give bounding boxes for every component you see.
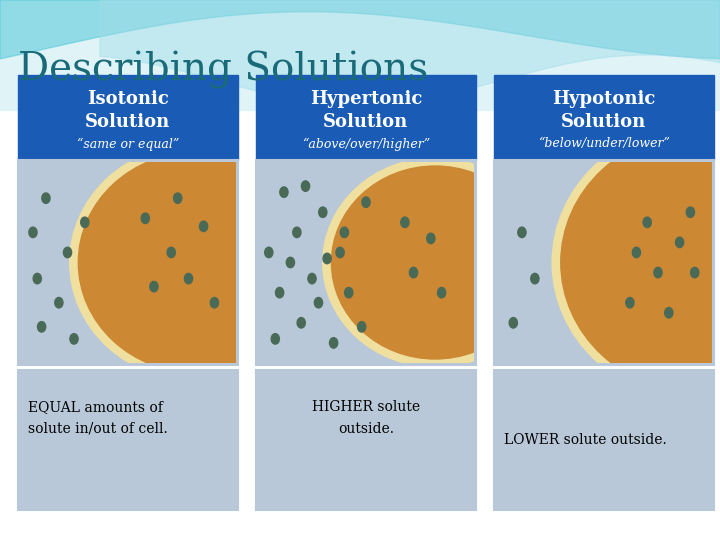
Ellipse shape [70,334,78,344]
Circle shape [70,144,325,381]
Ellipse shape [308,273,316,284]
Ellipse shape [518,227,526,238]
Ellipse shape [323,253,331,264]
Ellipse shape [55,298,63,308]
Ellipse shape [42,193,50,204]
Circle shape [331,166,539,359]
Polygon shape [100,0,720,105]
Ellipse shape [315,298,323,308]
Bar [0,0,720,110]
Bar [18,370,238,510]
Ellipse shape [287,257,294,268]
Text: Solution: Solution [562,113,647,131]
Circle shape [78,152,316,373]
Ellipse shape [293,227,301,238]
Bar [494,75,714,160]
Ellipse shape [319,207,327,218]
Ellipse shape [643,217,652,227]
Ellipse shape [29,227,37,238]
Text: Hypertonic: Hypertonic [310,90,422,108]
Text: solute in/out of cell.: solute in/out of cell. [28,422,168,436]
Text: Solution: Solution [323,113,409,131]
Bar [256,370,476,510]
Ellipse shape [199,221,207,232]
Ellipse shape [341,227,348,238]
Text: Solution: Solution [86,113,171,131]
Text: outside.: outside. [338,422,394,436]
Ellipse shape [336,247,344,258]
Ellipse shape [427,233,435,244]
Ellipse shape [330,338,338,348]
Ellipse shape [280,187,288,198]
Ellipse shape [167,247,175,258]
Circle shape [561,132,720,393]
Ellipse shape [271,334,279,344]
Bar [18,160,238,365]
Ellipse shape [410,267,418,278]
Circle shape [323,158,547,367]
Text: “above/over/higher”: “above/over/higher” [302,137,430,151]
Ellipse shape [362,197,370,207]
Ellipse shape [690,267,699,278]
Ellipse shape [210,298,218,308]
Ellipse shape [33,273,41,284]
Ellipse shape [665,307,673,318]
Bar [494,160,714,365]
Text: “same or equal”: “same or equal” [77,137,179,151]
Text: Isotonic: Isotonic [87,90,169,108]
Ellipse shape [302,181,310,191]
Bar [18,75,238,160]
Text: HIGHER solute: HIGHER solute [312,400,420,414]
Ellipse shape [531,273,539,284]
Ellipse shape [632,247,641,258]
Polygon shape [0,0,720,59]
Ellipse shape [265,247,273,258]
Text: Describing Solutions: Describing Solutions [18,51,428,89]
Ellipse shape [358,322,366,332]
Ellipse shape [626,298,634,308]
Ellipse shape [401,217,409,227]
Ellipse shape [150,281,158,292]
Ellipse shape [675,237,684,248]
Ellipse shape [141,213,149,224]
Ellipse shape [438,287,446,298]
Text: LOWER solute outside.: LOWER solute outside. [504,433,667,447]
Ellipse shape [345,287,353,298]
Ellipse shape [654,267,662,278]
Text: “below/under/lower”: “below/under/lower” [538,138,670,151]
Ellipse shape [81,217,89,227]
Ellipse shape [184,273,192,284]
Ellipse shape [686,207,695,218]
Bar [256,160,476,365]
Circle shape [552,124,720,401]
Ellipse shape [297,318,305,328]
Text: EQUAL amounts of: EQUAL amounts of [28,400,163,414]
Ellipse shape [276,287,284,298]
Text: Hypotonic: Hypotonic [552,90,656,108]
Bar [494,370,714,510]
Ellipse shape [509,318,518,328]
Ellipse shape [37,322,45,332]
Bar [256,75,476,160]
Ellipse shape [174,193,181,204]
Ellipse shape [63,247,71,258]
